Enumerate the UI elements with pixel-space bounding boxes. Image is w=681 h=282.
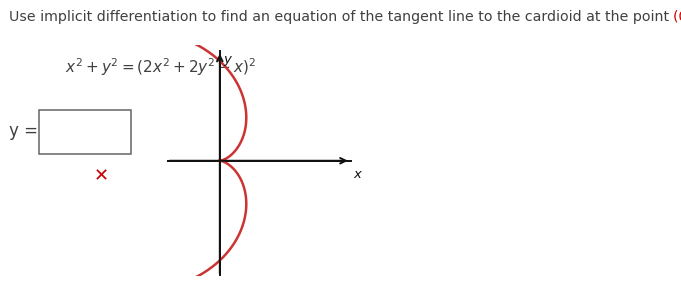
Text: ✕: ✕ <box>93 167 108 185</box>
Text: (0, 0.5): (0, 0.5) <box>674 10 681 24</box>
Text: 0: 0 <box>46 122 56 140</box>
Text: y =: y = <box>9 122 43 140</box>
Text: (0, 0.5): (0, 0.5) <box>674 10 681 24</box>
FancyBboxPatch shape <box>39 110 131 154</box>
Text: Use implicit differentiation to find an equation of the tangent line to the card: Use implicit differentiation to find an … <box>9 10 674 24</box>
Text: Use implicit differentiation to find an equation of the tangent line to the card: Use implicit differentiation to find an … <box>9 10 674 24</box>
Text: x: x <box>353 168 361 181</box>
Text: y: y <box>223 53 232 66</box>
Text: $x^2 + y^2 = (2x^2 + 2y^2 - x)^2$: $x^2 + y^2 = (2x^2 + 2y^2 - x)^2$ <box>65 56 256 78</box>
